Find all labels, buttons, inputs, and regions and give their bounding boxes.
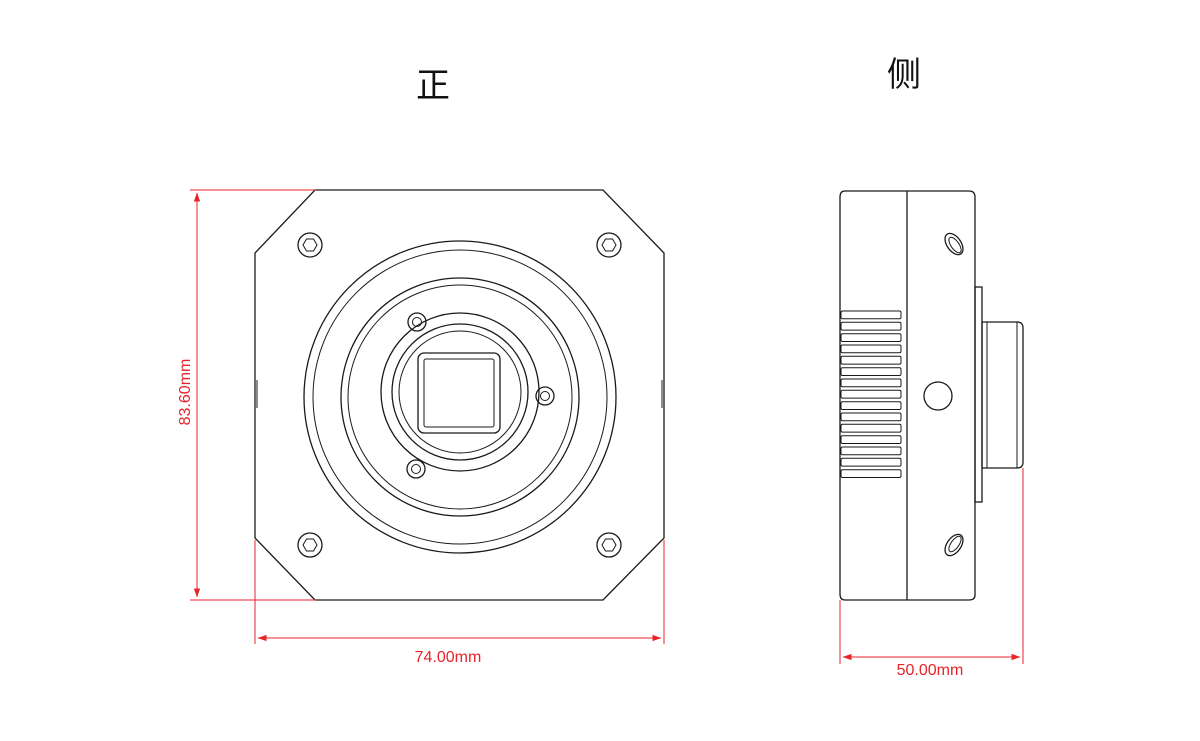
heatsink-fin — [840, 423, 902, 433]
heatsink-fin — [840, 310, 902, 320]
dimension-height: 83.60mm — [177, 189, 316, 601]
side-body-outline — [839, 190, 976, 601]
side-view — [839, 190, 1024, 601]
height-label: 83.60mm — [177, 359, 194, 426]
screw-bottom-left — [297, 532, 323, 558]
dimension-front-width: 74.00mm — [254, 540, 665, 666]
side-hole-bottom — [944, 533, 964, 557]
inner-ring — [391, 323, 529, 461]
heatsink-fin — [840, 321, 902, 331]
sensor-window-inner — [423, 358, 495, 428]
outer-mount-ring — [303, 240, 617, 554]
front-view-label: 正 — [416, 66, 450, 106]
side-hole-top — [944, 232, 964, 256]
heatsink-fins — [840, 310, 902, 479]
screw-bottom-right — [596, 532, 622, 558]
heatsink-fin — [840, 367, 902, 377]
inner-ring-2 — [398, 330, 522, 454]
mount-barrel — [981, 321, 1024, 469]
heatsink-fin — [840, 457, 902, 467]
outer-mount-ring-inner — [312, 249, 608, 545]
screw-top-right — [596, 232, 622, 258]
heatsink-fin — [840, 446, 902, 456]
heatsink-fin — [840, 435, 902, 445]
heatsink-fin — [840, 469, 902, 479]
front-width-label: 74.00mm — [415, 649, 482, 666]
front-body-outline — [254, 189, 665, 601]
heatsink-fin — [840, 378, 902, 388]
mount-screw-bottom — [406, 459, 426, 479]
sensor-window-outer — [417, 352, 501, 434]
mount-flange — [974, 286, 983, 503]
heatsink-fin — [840, 389, 902, 399]
dimension-side-width: 50.00mm — [839, 468, 1024, 679]
heatsink-fin — [840, 412, 902, 422]
side-connector-hole — [923, 381, 953, 411]
c-mount-ring — [340, 277, 580, 517]
heatsink-fin — [840, 333, 902, 343]
mount-screw-top — [407, 312, 427, 332]
side-width-label: 50.00mm — [897, 662, 964, 679]
front-view — [254, 189, 665, 601]
screw-top-left — [297, 232, 323, 258]
mount-screw-right — [535, 386, 555, 406]
side-view-label: 侧 — [887, 55, 921, 95]
heatsink-fin — [840, 344, 902, 354]
thread-ring — [380, 312, 540, 472]
c-mount-ring-inner — [347, 284, 573, 510]
heatsink-fin — [840, 401, 902, 411]
heatsink-fin — [840, 355, 902, 365]
